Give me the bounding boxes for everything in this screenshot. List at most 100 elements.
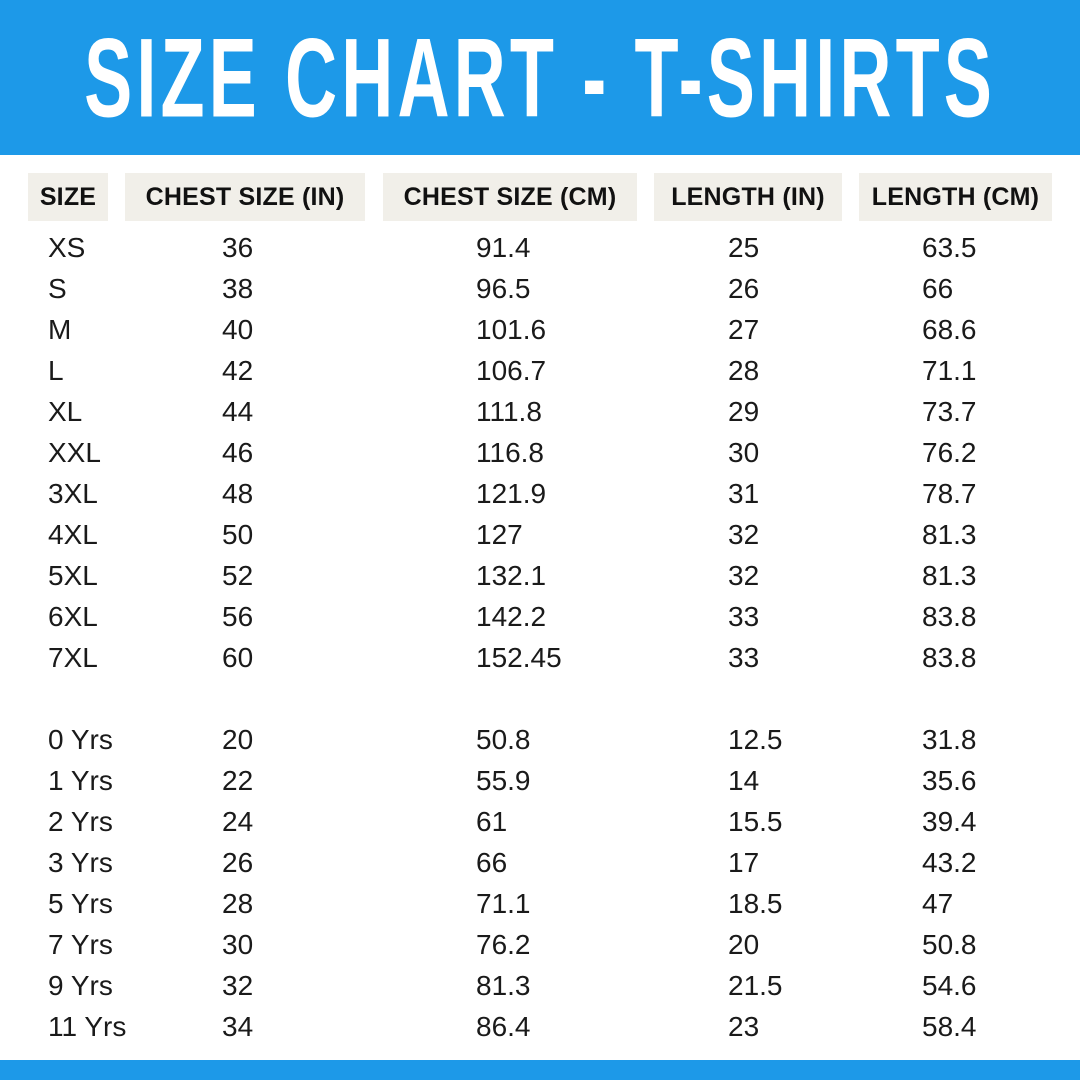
table-cell: 26: [728, 273, 760, 304]
table-cell: 36: [222, 232, 254, 263]
table-cell: 9 Yrs: [48, 970, 113, 1001]
table-cell: 132.1: [476, 560, 547, 591]
table-cell: 5 Yrs: [48, 888, 113, 919]
table-cell: 101.6: [476, 314, 547, 345]
table-cell: 1 Yrs: [48, 765, 113, 796]
table-cell: 28: [728, 355, 760, 386]
table-cell: 22: [222, 765, 254, 796]
table-cell: XXL: [48, 437, 101, 468]
table-cell: 32: [728, 560, 760, 591]
table-cell: 83.8: [922, 642, 977, 673]
table-cell: 38: [222, 273, 254, 304]
table-cell: 127: [476, 519, 523, 550]
page-title: SIZE CHART - T-SHIRTS: [84, 13, 996, 141]
table-body: XS 36 91.4 25 63.5 S 38 96.5 26 66 M 40 101.6 27 68.6 L…: [0, 227, 1080, 1047]
table-cell: 91.4: [476, 232, 531, 263]
table-cell: 30: [728, 437, 760, 468]
table-cell: 35.6: [922, 765, 977, 796]
table-cell: 44: [222, 396, 254, 427]
table-row: 5XL 52 132.1 32 81.3: [0, 555, 1080, 596]
table-cell: 58.4: [922, 1011, 977, 1042]
table-cell: 81.3: [922, 519, 977, 550]
table-cell: 24: [222, 806, 254, 837]
table-cell: 32: [728, 519, 760, 550]
table-cell: 76.2: [922, 437, 977, 468]
table-row: XXL 46 116.8 30 76.2: [0, 432, 1080, 473]
table-cell: 66: [476, 847, 508, 878]
table-cell: 66: [922, 273, 954, 304]
table-cell: 63.5: [922, 232, 977, 263]
table-row: 6XL 56 142.2 33 83.8: [0, 596, 1080, 637]
table-cell: 86.4: [476, 1011, 531, 1042]
table-cell: 6XL: [48, 601, 98, 632]
table-cell: 25: [728, 232, 760, 263]
table-cell: S: [48, 273, 67, 304]
table-cell: 55.9: [476, 765, 531, 796]
table-cell: 50: [222, 519, 254, 550]
table-cell: 30: [222, 929, 254, 960]
table-cell: L: [48, 355, 64, 386]
table-cell: 142.2: [476, 601, 547, 632]
table-row: 7 Yrs 30 76.2 20 50.8: [0, 924, 1080, 965]
column-header-chest-size-in: CHEST SIZE (IN): [125, 173, 365, 221]
table-cell: 81.3: [922, 560, 977, 591]
table-cell: 28: [222, 888, 254, 919]
table-header-row: SIZE CHEST SIZE (IN) CHEST SIZE (CM) LEN…: [0, 173, 1080, 221]
table-cell: 46: [222, 437, 254, 468]
table-cell: XL: [48, 396, 83, 427]
table-cell: 0 Yrs: [48, 724, 113, 755]
table-row: 2 Yrs 24 61 15.5 39.4: [0, 801, 1080, 842]
table-cell: 18.5: [728, 888, 783, 919]
table-row: 3XL 48 121.9 31 78.7: [0, 473, 1080, 514]
table-row: S 38 96.5 26 66: [0, 268, 1080, 309]
table-row: XS 36 91.4 25 63.5: [0, 227, 1080, 268]
table-cell: 56: [222, 601, 254, 632]
table-cell: 68.6: [922, 314, 977, 345]
table-cell: 5XL: [48, 560, 98, 591]
table-row: 5 Yrs 28 71.1 18.5 47: [0, 883, 1080, 924]
table-cell: 50.8: [476, 724, 531, 755]
table-cell: 14: [728, 765, 760, 796]
page-header-banner: SIZE CHART - T-SHIRTS: [0, 0, 1080, 155]
table-row: 4XL 50 127 32 81.3: [0, 514, 1080, 555]
table-cell: 3 Yrs: [48, 847, 113, 878]
table-cell: 96.5: [476, 273, 531, 304]
table-cell: 26: [222, 847, 254, 878]
table-cell: 33: [728, 642, 760, 673]
table-cell: 2 Yrs: [48, 806, 113, 837]
table-row: 9 Yrs 32 81.3 21.5 54.6: [0, 965, 1080, 1006]
table-cell: 4XL: [48, 519, 98, 550]
table-cell: 54.6: [922, 970, 977, 1001]
table-cell: 33: [728, 601, 760, 632]
table-row: L 42 106.7 28 71.1: [0, 350, 1080, 391]
table-cell: 31: [728, 478, 760, 509]
column-header-length-cm: LENGTH (CM): [859, 173, 1052, 221]
table-cell: 39.4: [922, 806, 977, 837]
table-cell: 21.5: [728, 970, 783, 1001]
table-cell: 52: [222, 560, 254, 591]
table-row-spacer: [0, 678, 1080, 719]
table-cell: M: [48, 314, 72, 345]
table-cell: 40: [222, 314, 254, 345]
table-row: M 40 101.6 27 68.6: [0, 309, 1080, 350]
table-cell: 32: [222, 970, 254, 1001]
table-cell: 50.8: [922, 929, 977, 960]
table-cell: 81.3: [476, 970, 531, 1001]
table-row: 1 Yrs 22 55.9 14 35.6: [0, 760, 1080, 801]
table-cell: 7XL: [48, 642, 98, 673]
table-row: 0 Yrs 20 50.8 12.5 31.8: [0, 719, 1080, 760]
table-cell: 76.2: [476, 929, 531, 960]
table-cell: 71.1: [922, 355, 977, 386]
column-header-size: SIZE: [28, 173, 108, 221]
table-cell: 17: [728, 847, 760, 878]
table-cell: 31.8: [922, 724, 977, 755]
table-cell: 83.8: [922, 601, 977, 632]
table-cell: 29: [728, 396, 760, 427]
table-cell: 42: [222, 355, 254, 386]
table-cell: 106.7: [476, 355, 547, 386]
column-header-length-in: LENGTH (IN): [654, 173, 842, 221]
table-cell: 71.1: [476, 888, 531, 919]
table-cell: 116.8: [476, 437, 544, 468]
table-row: 7XL 60 152.45 33 83.8: [0, 637, 1080, 678]
table-cell: 20: [222, 724, 254, 755]
